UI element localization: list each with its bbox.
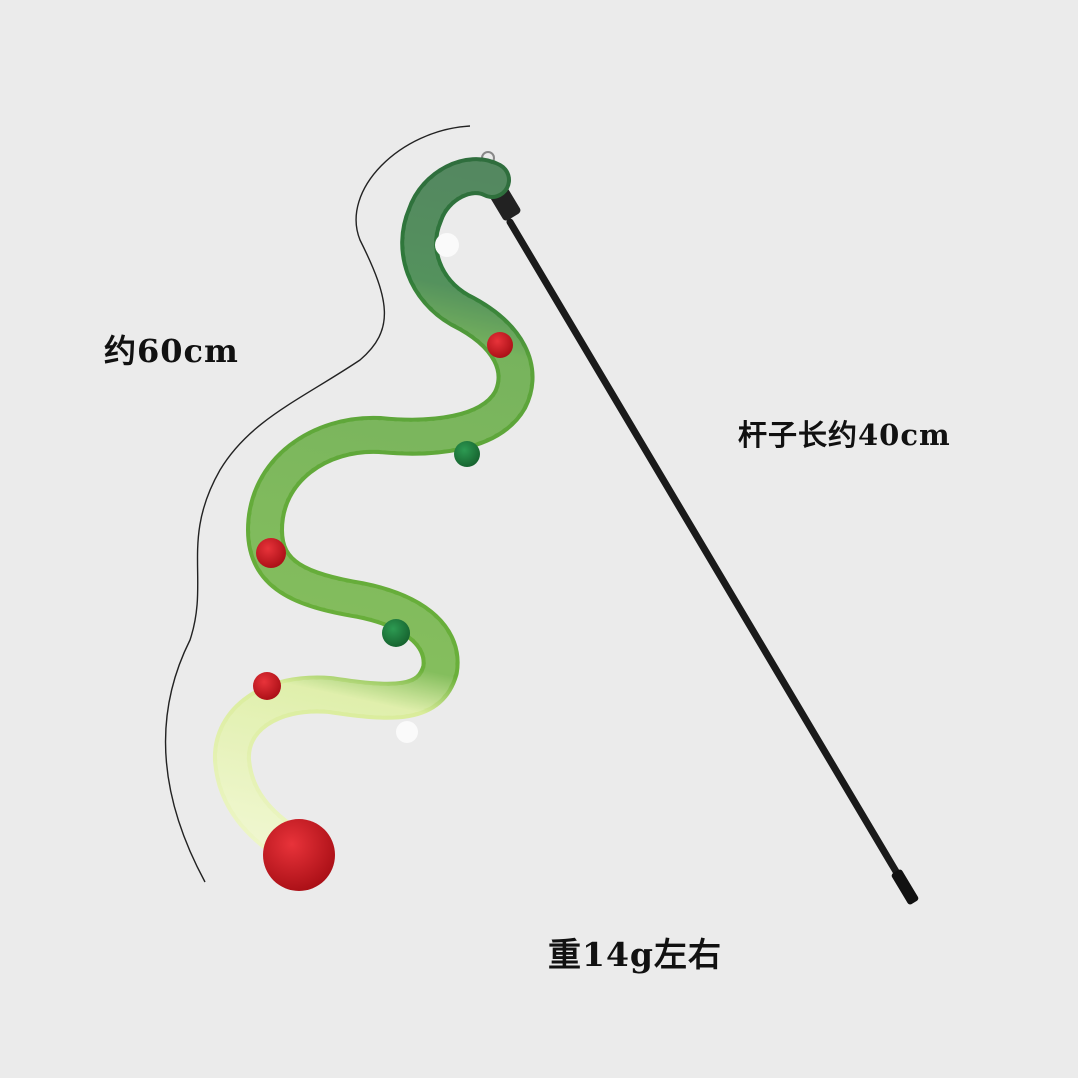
length-label: 约60cm [104,332,239,370]
measure-line [164,125,471,883]
pompom-green [454,441,480,467]
pompom-white [435,233,459,257]
pompom-green [382,619,410,647]
pompom-red [253,672,281,700]
plush-rope [213,157,535,864]
weight-label: 重14g左右 [548,935,722,974]
pompom-white [396,721,418,743]
rod [506,218,914,899]
pompom-red [487,332,513,358]
rod-end-cap [891,869,919,905]
pompom-red [256,538,286,568]
rod-length-label: 杆子长约40cm [738,418,951,452]
pompom-red-large [263,819,335,891]
